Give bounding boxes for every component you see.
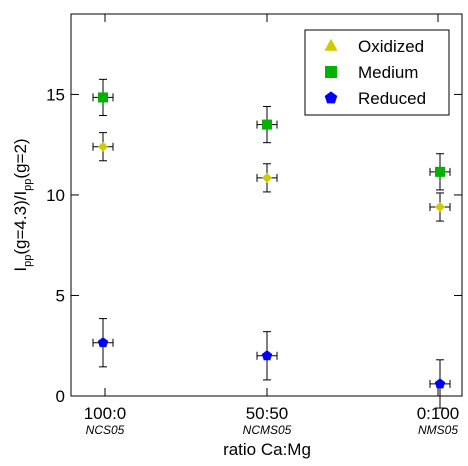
legend-label-medium: Medium <box>358 63 418 82</box>
x-axis-label: ratio Ca:Mg <box>223 440 311 459</box>
x-tick-label: 0:100 <box>417 404 460 423</box>
y-axis-label: Ipp(g=4.3)/Ipp(g=2) <box>11 138 34 271</box>
legend-marker-medium <box>325 66 337 78</box>
data-point-medium <box>98 92 108 102</box>
x-tick-label: 50:50 <box>246 404 289 423</box>
data-point-oxidized <box>262 173 272 183</box>
x-tick-sublabel: NCS05 <box>86 423 125 437</box>
data-marks <box>93 79 450 408</box>
data-point-medium <box>262 120 272 130</box>
data-point-oxidized <box>98 142 108 152</box>
data-point-reduced <box>435 378 445 388</box>
series-reduced <box>93 319 450 408</box>
data-point-medium <box>435 167 445 177</box>
x-tick-sublabel: NMS05 <box>418 423 458 437</box>
x-tick-label: 100:0 <box>84 404 127 423</box>
data-point-reduced <box>98 337 108 347</box>
x-tick-sublabel: NCMS05 <box>243 423 292 437</box>
series-oxidized <box>93 133 450 221</box>
data-point-oxidized <box>435 202 445 212</box>
y-tick-label: 0 <box>56 387 65 406</box>
y-tick-label: 5 <box>56 286 65 305</box>
legend-label-reduced: Reduced <box>358 89 426 108</box>
y-axis: 0 5 10 15 <box>46 85 462 406</box>
legend-label-oxidized: Oxidized <box>358 37 424 56</box>
legend: Oxidized Medium Reduced <box>305 30 449 115</box>
y-tick-label: 10 <box>46 186 65 205</box>
y-tick-label: 15 <box>46 85 65 104</box>
data-point-reduced <box>262 350 272 360</box>
